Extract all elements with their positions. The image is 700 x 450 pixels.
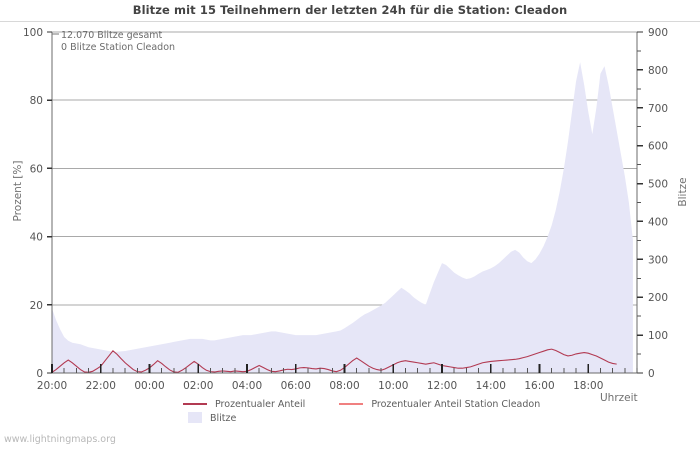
x-tick-label: 04:00: [232, 380, 262, 392]
y-tick-label-right: 400: [648, 216, 668, 228]
y-tick-label-right: 600: [648, 141, 668, 153]
y-axis-label-left: Prozent [%]: [12, 160, 24, 222]
x-tick-label: 12:00: [427, 380, 457, 392]
y-tick-label-right: 700: [648, 103, 668, 115]
legend-label-blitze: Blitze: [210, 413, 237, 424]
y-tick-label-right: 900: [648, 27, 668, 39]
x-tick-label: 18:00: [573, 380, 603, 392]
legend-item-prozentualer-anteil-station: Prozentualer Anteil Station Cleadon: [339, 399, 540, 410]
y-tick-label-left: 20: [30, 300, 43, 312]
annotation-station-strikes: 0 Blitze Station Cleadon: [61, 42, 176, 53]
series-line-prozentualer-anteil: [51, 348, 617, 373]
y-tick-label-right: 200: [648, 292, 668, 304]
annotation-total-strikes: 12.070 Blitze gesamt: [61, 30, 163, 41]
legend-label-percent: Prozentualer Anteil: [215, 399, 306, 410]
y-axis-label-right: Blitze: [677, 177, 689, 207]
x-tick-label: 00:00: [134, 380, 164, 392]
x-axis-label: Uhrzeit: [600, 392, 638, 404]
y-tick-label-left: 100: [23, 27, 43, 39]
y-tick-label-right: 0: [648, 368, 655, 380]
x-tick-label: 20:00: [37, 380, 67, 392]
x-tick-label: 02:00: [183, 380, 213, 392]
x-tick-label: 08:00: [329, 380, 359, 392]
legend-item-blitze: Blitze: [183, 412, 237, 424]
x-tick-label: 06:00: [281, 380, 311, 392]
legend-row-primary: Prozentualer Anteil Prozentualer Anteil …: [183, 399, 540, 410]
series-area-blitze: [52, 62, 633, 374]
title-divider: [0, 21, 700, 22]
y-tick-label-left: 0: [36, 368, 43, 380]
y-tick-label-left: 40: [30, 232, 43, 244]
y-tick-label-right: 300: [648, 254, 668, 266]
y-tick-label-right: 100: [648, 330, 668, 342]
legend-swatch-line-percent-station: [339, 402, 364, 405]
legend-swatch-area-blitze: [188, 412, 202, 423]
legend-item-prozentualer-anteil: Prozentualer Anteil: [183, 399, 305, 410]
y-tick-label-right: 800: [648, 65, 668, 77]
x-tick-label: 10:00: [378, 380, 408, 392]
watermark-text: www.lightningmaps.org: [4, 434, 116, 445]
y-tick-label-left: 60: [30, 163, 43, 175]
legend-swatch-line-percent: [183, 402, 207, 405]
y-tick-label-right: 500: [648, 179, 668, 191]
y-tick-label-left: 80: [30, 95, 43, 107]
x-tick-label: 22:00: [86, 380, 116, 392]
legend-label-percent-station: Prozentualer Anteil Station Cleadon: [371, 399, 541, 410]
page-title: Blitze mit 15 Teilnehmern der letzten 24…: [132, 3, 568, 17]
x-tick-label: 16:00: [524, 380, 554, 392]
legend-row-secondary: Blitze: [183, 412, 237, 424]
x-tick-label: 14:00: [476, 380, 506, 392]
